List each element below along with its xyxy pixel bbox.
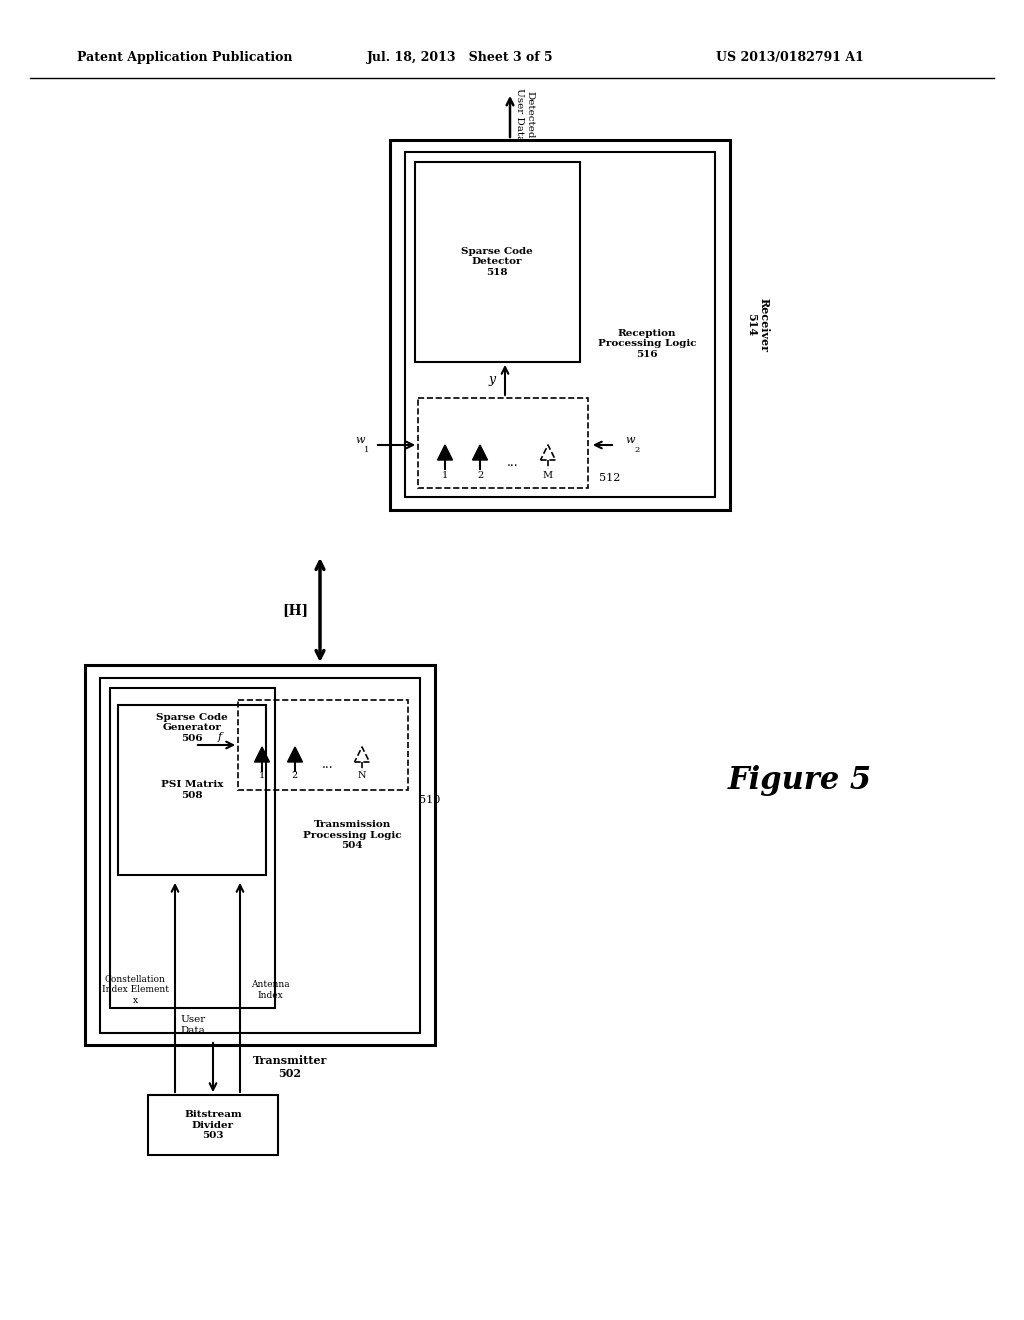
Text: M: M xyxy=(543,470,553,479)
Text: User
Data: User Data xyxy=(180,1015,206,1035)
Text: 1: 1 xyxy=(442,470,449,479)
Text: Detected
User Data: Detected User Data xyxy=(515,88,535,141)
Text: 2: 2 xyxy=(292,771,298,780)
Text: y: y xyxy=(488,374,496,387)
Text: ...: ... xyxy=(323,759,334,771)
Text: 512: 512 xyxy=(599,473,621,483)
Text: [H]: [H] xyxy=(282,603,308,616)
Text: US 2013/0182791 A1: US 2013/0182791 A1 xyxy=(716,51,864,65)
Text: 2: 2 xyxy=(477,470,483,479)
Text: w: w xyxy=(355,436,365,445)
Polygon shape xyxy=(288,747,302,762)
Text: Patent Application Publication: Patent Application Publication xyxy=(77,51,293,65)
Text: N: N xyxy=(357,771,367,780)
Text: 2: 2 xyxy=(635,446,640,454)
Text: Antenna
Index: Antenna Index xyxy=(251,981,290,999)
Text: Transmitter
502: Transmitter 502 xyxy=(253,1055,328,1078)
Text: Constellation
Index Element
x: Constellation Index Element x xyxy=(101,975,169,1005)
Text: f: f xyxy=(218,733,222,742)
Polygon shape xyxy=(255,747,269,762)
Text: 1: 1 xyxy=(365,446,370,454)
Text: Jul. 18, 2013   Sheet 3 of 5: Jul. 18, 2013 Sheet 3 of 5 xyxy=(367,51,553,65)
Text: Receiver
514: Receiver 514 xyxy=(746,298,770,352)
Text: Sparse Code
Generator
506: Sparse Code Generator 506 xyxy=(156,713,228,743)
Polygon shape xyxy=(437,445,453,459)
Text: w: w xyxy=(626,436,635,445)
Text: Bitstream
Divider
503: Bitstream Divider 503 xyxy=(184,1110,242,1140)
Text: PSI Matrix
508: PSI Matrix 508 xyxy=(161,780,223,800)
Text: 510: 510 xyxy=(419,795,440,805)
Text: Sparse Code
Detector
518: Sparse Code Detector 518 xyxy=(461,247,532,277)
Text: Transmission
Processing Logic
504: Transmission Processing Logic 504 xyxy=(303,820,401,850)
Text: ...: ... xyxy=(507,457,519,470)
Text: Reception
Processing Logic
516: Reception Processing Logic 516 xyxy=(598,329,696,359)
Text: Figure 5: Figure 5 xyxy=(728,764,872,796)
Polygon shape xyxy=(472,445,487,459)
Text: 1: 1 xyxy=(259,771,265,780)
